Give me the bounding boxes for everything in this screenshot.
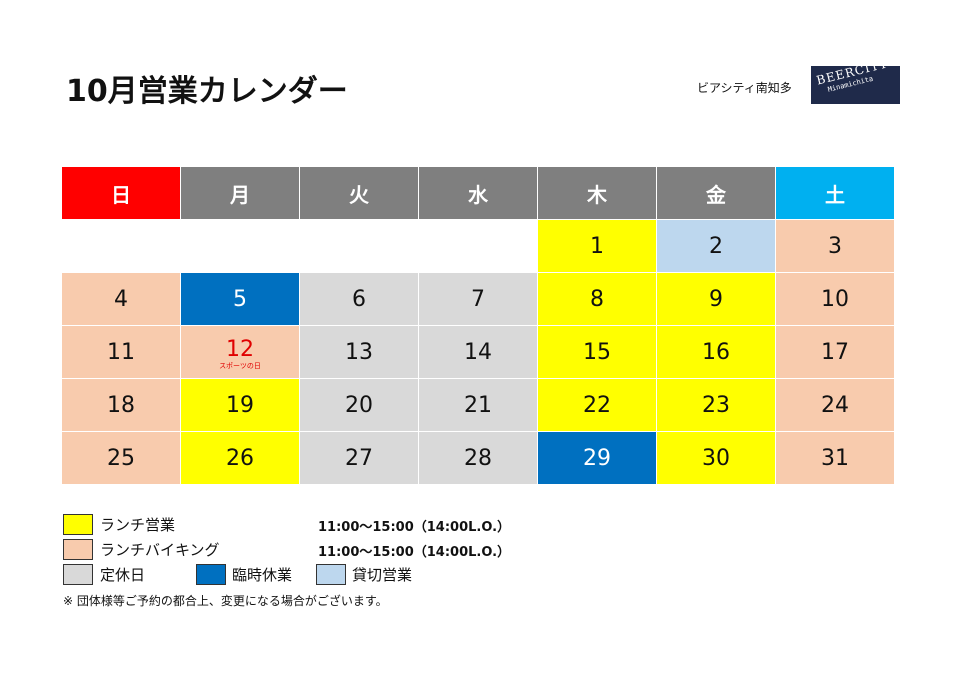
weekday-header-thu: 木 [537, 166, 657, 220]
empty-day-cell [299, 219, 419, 273]
holiday-label: スポーツの日 [219, 362, 261, 370]
brand-name: ビアシティ南知多 [697, 81, 792, 95]
day-cell-10: 10 [775, 272, 895, 326]
legend-swatch-temp [196, 564, 226, 585]
legend-time-buffet: 11:00～15:00（14:00L.O.） [318, 545, 511, 560]
day-cell-24: 24 [775, 378, 895, 432]
day-cell-19: 19 [180, 378, 300, 432]
day-cell-25: 25 [61, 431, 181, 485]
legend-swatch-lunch [63, 514, 93, 535]
weekday-header-mon: 月 [180, 166, 300, 220]
legend-label-private: 貸切営業 [352, 566, 413, 584]
calendar-table: 日 月 火 水 木 金 土 1 2 3 4 5 6 7 8 9 10 11 12 スポーツの日 13 14 1… [61, 166, 895, 485]
calendar-week-row: 18 19 20 21 22 23 24 [61, 378, 895, 432]
legend-label-temp: 臨時休業 [232, 566, 293, 584]
weekday-header-sun: 日 [61, 166, 181, 220]
day-cell-18: 18 [61, 378, 181, 432]
day-cell-28: 28 [418, 431, 538, 485]
empty-day-cell [61, 219, 181, 273]
legend-time-lunch: 11:00～15:00（14:00L.O.） [318, 520, 511, 535]
legend-swatch-private [316, 564, 346, 585]
day-cell-6: 6 [299, 272, 419, 326]
day-cell-1: 1 [537, 219, 657, 273]
day-cell-21: 21 [418, 378, 538, 432]
day-number: 12 [226, 337, 254, 362]
day-cell-11: 11 [61, 325, 181, 379]
day-cell-20: 20 [299, 378, 419, 432]
weekday-header-row: 日 月 火 水 木 金 土 [61, 166, 895, 220]
day-cell-22: 22 [537, 378, 657, 432]
empty-day-cell [418, 219, 538, 273]
reservation-note: ※ 団体様等ご予約の都合上、変更になる場合がございます。 [63, 594, 388, 608]
day-cell-3: 3 [775, 219, 895, 273]
day-cell-30: 30 [656, 431, 776, 485]
beercity-logo: BEERCITY Minamichita [811, 66, 900, 104]
day-cell-5: 5 [180, 272, 300, 326]
day-cell-23: 23 [656, 378, 776, 432]
calendar-week-row: 11 12 スポーツの日 13 14 15 16 17 [61, 325, 895, 379]
day-cell-9: 9 [656, 272, 776, 326]
weekday-header-fri: 金 [656, 166, 776, 220]
day-cell-7: 7 [418, 272, 538, 326]
day-cell-14: 14 [418, 325, 538, 379]
legend-label-buffet: ランチバイキング [100, 541, 220, 559]
day-cell-26: 26 [180, 431, 300, 485]
day-cell-27: 27 [299, 431, 419, 485]
day-cell-15: 15 [537, 325, 657, 379]
legend-swatch-buffet [63, 539, 93, 560]
day-cell-2: 2 [656, 219, 776, 273]
page-title: 10月営業カレンダー [66, 74, 348, 109]
legend-label-lunch: ランチ営業 [100, 516, 176, 534]
calendar-week-row: 25 26 27 28 29 30 31 [61, 431, 895, 485]
weekday-header-wed: 水 [418, 166, 538, 220]
legend-swatch-closed [63, 564, 93, 585]
empty-day-cell [180, 219, 300, 273]
weekday-header-sat: 土 [775, 166, 895, 220]
calendar-body: 1 2 3 4 5 6 7 8 9 10 11 12 スポーツの日 13 14 15 16 17 18 19 20 21 2… [61, 219, 895, 485]
day-cell-12: 12 スポーツの日 [180, 325, 300, 379]
day-cell-4: 4 [61, 272, 181, 326]
day-cell-8: 8 [537, 272, 657, 326]
day-cell-17: 17 [775, 325, 895, 379]
day-cell-16: 16 [656, 325, 776, 379]
calendar-week-row: 4 5 6 7 8 9 10 [61, 272, 895, 326]
day-cell-29: 29 [537, 431, 657, 485]
legend-label-closed: 定休日 [100, 566, 146, 584]
day-cell-31: 31 [775, 431, 895, 485]
day-cell-13: 13 [299, 325, 419, 379]
weekday-header-tue: 火 [299, 166, 419, 220]
